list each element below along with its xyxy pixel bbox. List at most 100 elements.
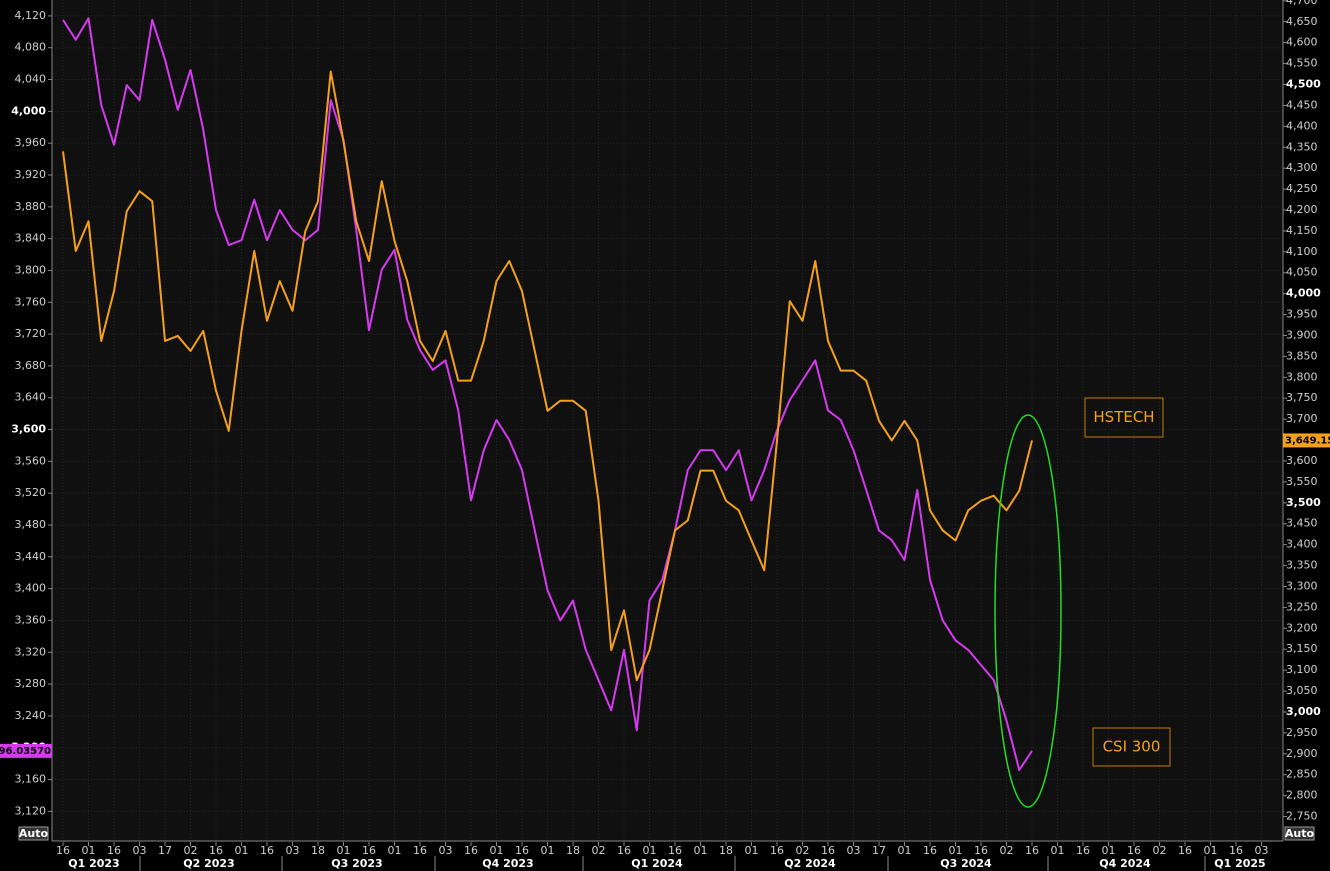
quarter-label: Q2 2023 [183, 857, 234, 870]
x-tick-label: 01 [541, 844, 555, 857]
x-tick-label: 01 [643, 844, 657, 857]
y2-tick-label: 4,450 [1286, 98, 1318, 111]
x-tick-label: 03 [133, 844, 147, 857]
x-tick-label: 16 [668, 844, 682, 857]
y2-tick-label: 3,600 [1286, 454, 1318, 467]
x-tick-label: 16 [56, 844, 70, 857]
x-tick-label: 01 [388, 844, 402, 857]
x-tick-label: 01 [745, 844, 759, 857]
x-tick-label: 01 [82, 844, 96, 857]
y2-tick-label: 2,800 [1286, 789, 1318, 802]
last-value-label: 3196.03570 [0, 746, 51, 757]
x-tick-label: 16 [974, 844, 988, 857]
x-tick-label: 16 [107, 844, 121, 857]
y2-tick-label: 3,350 [1286, 559, 1318, 572]
series-line [62, 70, 1033, 682]
y2-tick-label: 3,850 [1286, 349, 1318, 362]
x-tick-label: 17 [872, 844, 886, 857]
y-tick-label: 3,880 [15, 200, 47, 213]
legend-box [1084, 397, 1164, 438]
y2-tick-label: 3,700 [1286, 412, 1318, 425]
x-tick-label: 16 [1025, 844, 1039, 857]
y2-tick-label: 2,750 [1286, 810, 1318, 823]
legend-label: CSI 300 [1103, 738, 1161, 756]
y2-tick-label: 3,450 [1286, 517, 1318, 530]
y-tick-label: 3,480 [15, 518, 47, 531]
x-tick-label: 02 [592, 844, 606, 857]
y-tick-label: 3,720 [15, 327, 47, 340]
y2-tick-label: 4,350 [1286, 140, 1318, 153]
y2-tick-label: 4,550 [1286, 57, 1318, 70]
axis-mode-box [1284, 826, 1315, 841]
x-tick-label: 02 [184, 844, 198, 857]
y2-tick-label: 3,750 [1286, 391, 1318, 404]
y-tick-label: 3,760 [15, 295, 47, 308]
y-tick-label: 4,040 [15, 73, 47, 86]
highlight-ellipse [994, 414, 1062, 808]
y2-tick-label: 4,150 [1286, 224, 1318, 237]
x-tick-label: 01 [490, 844, 504, 857]
x-tick-label: 02 [796, 844, 810, 857]
y2-tick-label: 3,250 [1286, 600, 1318, 613]
y2-tick-label: 3,900 [1286, 328, 1318, 341]
x-tick-label: 16 [1076, 844, 1090, 857]
y2-tick-label: 4,400 [1286, 119, 1318, 132]
y2-tick-label: 4,300 [1286, 161, 1318, 174]
y-tick-label: 3,280 [15, 677, 47, 690]
x-tick-label: 16 [515, 844, 529, 857]
y2-tick-label: 4,600 [1286, 36, 1318, 49]
x-tick-label: 16 [209, 844, 223, 857]
y2-tick-label: 3,050 [1286, 684, 1318, 697]
y2-tick-label: 2,900 [1286, 747, 1318, 760]
y2-tick-label: 3,200 [1286, 621, 1318, 634]
x-tick-label: 18 [566, 844, 580, 857]
x-tick-label: 01 [235, 844, 249, 857]
axis-mode-box [18, 826, 49, 841]
x-tick-label: 16 [464, 844, 478, 857]
x-tick-label: 01 [949, 844, 963, 857]
y-tick-label: 3,600 [11, 423, 46, 436]
y2-tick-label: 3,000 [1286, 705, 1321, 718]
y2-tick-label: 4,100 [1286, 245, 1318, 258]
x-tick-label: 16 [617, 844, 631, 857]
last-value-tag [1283, 433, 1330, 448]
y2-tick-label: 3,400 [1286, 538, 1318, 551]
x-tick-label: 03 [439, 844, 453, 857]
y-tick-label: 3,120 [15, 804, 47, 817]
y-tick-label: 3,560 [15, 454, 47, 467]
y-tick-label: 3,840 [15, 232, 47, 245]
y2-tick-label: 3,100 [1286, 663, 1318, 676]
x-tick-label: 16 [821, 844, 835, 857]
axis-mode-label: Auto [1285, 827, 1315, 840]
series-line [62, 17, 1033, 771]
last-value-label: 3,649.15 [1285, 435, 1330, 446]
x-tick-label: 03 [286, 844, 300, 857]
y2-tick-label: 4,050 [1286, 266, 1318, 279]
y2-tick-label: 3,150 [1286, 642, 1318, 655]
x-tick-label: 16 [260, 844, 274, 857]
x-tick-label: 01 [694, 844, 708, 857]
x-tick-label: 18 [311, 844, 325, 857]
quarter-label: Q3 2023 [331, 857, 382, 870]
y-tick-label: 4,080 [15, 41, 47, 54]
quarter-label: Q4 2023 [482, 857, 533, 870]
y-tick-label: 3,320 [15, 645, 47, 658]
y2-tick-label: 4,650 [1286, 15, 1318, 28]
y2-tick-label: 3,950 [1286, 308, 1318, 321]
plot-area [52, 0, 1283, 841]
x-tick-label: 01 [1051, 844, 1065, 857]
x-tick-label: 03 [847, 844, 861, 857]
y-tick-label: 3,360 [15, 613, 47, 626]
y2-tick-label: 2,950 [1286, 726, 1318, 739]
y-tick-label: 3,400 [15, 582, 47, 595]
x-tick-label: 02 [1153, 844, 1167, 857]
x-tick-label: 01 [1204, 844, 1218, 857]
y-tick-label: 3,800 [15, 263, 47, 276]
lines [62, 17, 1033, 771]
x-tick-label: 17 [158, 844, 172, 857]
x-tick-label: 16 [1229, 844, 1243, 857]
x-tick-label: 16 [1127, 844, 1141, 857]
x-tick-label: 01 [898, 844, 912, 857]
